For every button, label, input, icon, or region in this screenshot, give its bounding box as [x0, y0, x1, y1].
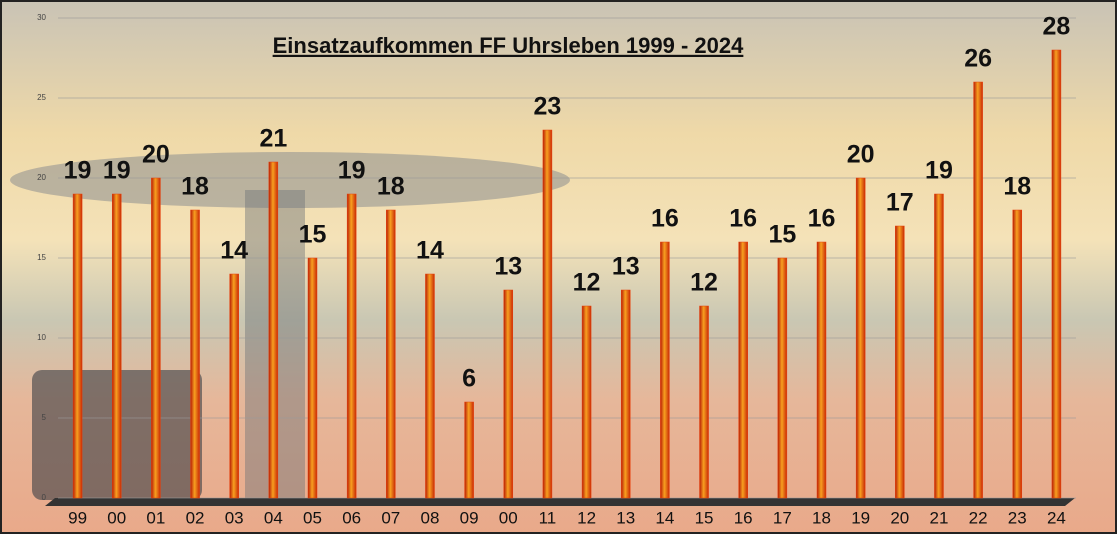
y-tick-label: 10 — [37, 333, 46, 342]
x-tick-label: 17 — [773, 508, 792, 527]
data-label: 19 — [103, 157, 131, 185]
floor — [45, 498, 1075, 506]
x-tick-label: 00 — [107, 508, 126, 527]
x-tick-label: 04 — [264, 508, 283, 527]
data-label: 26 — [964, 45, 992, 73]
bar — [973, 81, 983, 499]
data-label: 15 — [299, 221, 327, 249]
data-label: 12 — [573, 269, 601, 297]
y-tick-label: 15 — [37, 253, 46, 262]
x-tick-label: 13 — [616, 508, 635, 527]
x-tick-label: 02 — [186, 508, 205, 527]
bar — [151, 177, 161, 499]
bar — [620, 289, 631, 499]
bar — [111, 193, 122, 499]
bar — [581, 305, 592, 499]
x-tick-label: 09 — [460, 508, 479, 527]
y-tick-label: 20 — [37, 173, 46, 182]
bar — [190, 209, 200, 499]
chart-title: Einsatzaufkommen FF Uhrsleben 1999 - 202… — [273, 33, 744, 58]
x-tick-label: 14 — [655, 508, 674, 527]
x-tick-label: 00 — [499, 508, 518, 527]
data-label: 16 — [729, 205, 757, 233]
bar — [738, 241, 748, 499]
x-tick-label: 01 — [146, 508, 165, 527]
data-label: 20 — [142, 141, 170, 169]
data-label: 18 — [1003, 173, 1031, 201]
data-label: 19 — [925, 157, 953, 185]
y-tick-label: 30 — [37, 13, 46, 22]
y-tick-label: 25 — [37, 93, 46, 102]
data-label: 17 — [886, 189, 914, 217]
x-tick-label: 11 — [539, 508, 557, 527]
data-label: 19 — [64, 157, 92, 185]
data-label: 18 — [377, 173, 405, 201]
x-tick-label: 08 — [421, 508, 440, 527]
data-label: 16 — [651, 205, 679, 233]
bar — [307, 257, 318, 499]
data-label: 14 — [220, 237, 248, 265]
data-label: 13 — [612, 253, 640, 281]
x-tick-label: 18 — [812, 508, 831, 527]
data-label: 19 — [338, 157, 366, 185]
bar — [855, 177, 866, 499]
x-tick-label: 23 — [1008, 508, 1027, 527]
bar — [777, 257, 788, 499]
bar — [934, 193, 944, 499]
data-label: 15 — [768, 221, 796, 249]
bar — [503, 289, 514, 499]
bar — [895, 225, 905, 499]
bar — [816, 241, 827, 499]
data-label: 6 — [462, 365, 476, 393]
bar — [346, 193, 357, 499]
data-label: 12 — [690, 269, 718, 297]
x-tick-label: 15 — [695, 508, 714, 527]
x-tick-label: 22 — [969, 508, 988, 527]
data-label: 20 — [847, 141, 875, 169]
bar — [386, 209, 396, 499]
x-tick-label: 12 — [577, 508, 596, 527]
bar — [464, 401, 474, 499]
x-tick-label: 03 — [225, 508, 244, 527]
bar — [1051, 49, 1062, 499]
bar — [699, 305, 709, 499]
x-tick-label: 05 — [303, 508, 322, 527]
data-label: 28 — [1043, 13, 1071, 41]
data-label: 18 — [181, 173, 209, 201]
bar — [660, 241, 670, 499]
data-label: 13 — [494, 253, 522, 281]
x-tick-label: 99 — [68, 508, 87, 527]
y-tick-label: 5 — [42, 413, 47, 422]
bar — [229, 273, 239, 499]
data-label: 23 — [534, 93, 562, 121]
bar — [72, 193, 83, 499]
x-tick-label: 06 — [342, 508, 361, 527]
x-tick-label: 24 — [1047, 508, 1066, 527]
y-tick-label: 0 — [42, 493, 47, 502]
siren-decoration — [10, 152, 570, 208]
x-tick-label: 19 — [851, 508, 870, 527]
x-tick-label: 16 — [734, 508, 753, 527]
x-tick-label: 07 — [381, 508, 400, 527]
bar — [1012, 209, 1023, 499]
bar — [542, 129, 553, 499]
bar — [268, 161, 279, 499]
data-label: 21 — [259, 125, 287, 153]
x-tick-label: 21 — [930, 508, 949, 527]
data-label: 16 — [808, 205, 836, 233]
bar — [425, 273, 435, 499]
x-tick-label: 20 — [890, 508, 909, 527]
data-label: 14 — [416, 237, 444, 265]
